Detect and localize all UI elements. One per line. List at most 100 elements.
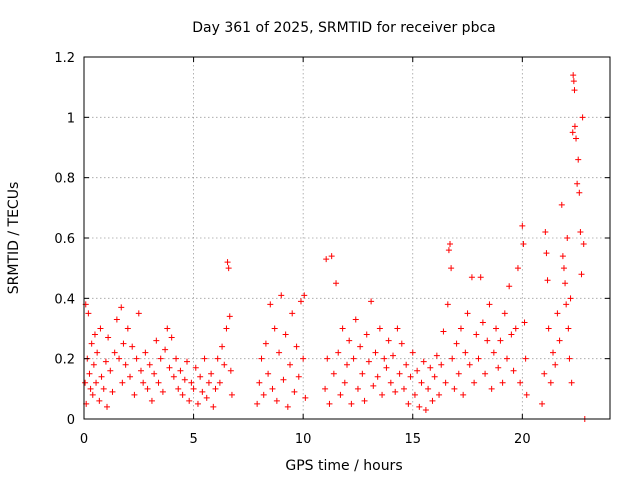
data-point [333, 280, 340, 287]
data-point [433, 352, 440, 359]
data-point [144, 385, 151, 392]
data-point [545, 325, 552, 332]
data-point [293, 343, 300, 350]
data-point [284, 403, 291, 410]
data-point [348, 400, 355, 407]
data-point [118, 304, 125, 311]
data-point [223, 325, 230, 332]
data-point [464, 310, 471, 317]
data-point [578, 271, 585, 278]
data-point [558, 201, 565, 208]
data-point [471, 379, 478, 386]
data-point [133, 355, 140, 362]
data-point [323, 256, 330, 263]
data-point [224, 259, 231, 266]
data-point [400, 385, 407, 392]
data-point [407, 373, 414, 380]
data-point [414, 367, 421, 374]
data-point [278, 292, 285, 299]
y-tick-label: 0.8 [54, 172, 75, 187]
data-point [457, 325, 464, 332]
data-point [359, 370, 366, 377]
data-point [168, 334, 175, 341]
data-point [322, 385, 329, 392]
data-point [460, 391, 467, 398]
y-axis-label: SRMTID / TECUs [6, 182, 22, 295]
data-point [157, 355, 164, 362]
data-point [372, 349, 379, 356]
data-point [564, 235, 571, 241]
data-point [201, 355, 208, 362]
data-point [539, 400, 546, 407]
y-tick-label: 0.6 [54, 232, 75, 247]
data-point [501, 310, 508, 317]
data-point [124, 325, 131, 332]
data-point [438, 361, 445, 368]
data-point [493, 325, 500, 332]
data-point [566, 355, 573, 362]
data-point [477, 274, 484, 281]
data-point [127, 373, 134, 380]
data-point [543, 250, 550, 257]
data-point [420, 358, 427, 365]
data-point [436, 391, 443, 398]
data-point [129, 343, 136, 350]
data-point [541, 370, 548, 377]
data-point [137, 367, 144, 374]
data-point [396, 370, 403, 377]
data-point [265, 370, 272, 377]
data-point [451, 385, 458, 392]
data-point [398, 340, 405, 347]
data-point [429, 397, 436, 404]
data-point [503, 355, 510, 362]
data-point [556, 337, 563, 344]
data-point [142, 349, 149, 356]
data-point [576, 189, 583, 196]
data-point [119, 379, 126, 386]
data-point [188, 379, 195, 386]
data-point [205, 379, 212, 386]
data-point [383, 364, 390, 371]
data-point [175, 385, 182, 392]
data-point [184, 358, 191, 365]
data-point [568, 379, 575, 386]
data-point [449, 355, 456, 362]
data-point [365, 358, 372, 365]
data-point [368, 298, 375, 305]
x-tick-label: 15 [404, 432, 421, 447]
y-tick-label: 0.4 [54, 292, 75, 307]
data-point [579, 114, 586, 121]
data-point [258, 355, 265, 362]
data-point [444, 301, 451, 308]
data-point [514, 265, 521, 272]
data-point [330, 370, 337, 377]
data-point [352, 316, 359, 323]
data-point [422, 406, 429, 413]
data-point [88, 340, 95, 347]
data-point [445, 247, 452, 254]
data-point [523, 391, 530, 398]
data-point [203, 394, 210, 401]
data-point [394, 325, 401, 332]
data-point [228, 391, 235, 398]
data-point [116, 355, 123, 362]
data-point [405, 400, 412, 407]
data-points [82, 72, 588, 422]
data-point [295, 373, 302, 380]
data-point [473, 331, 480, 338]
data-point [544, 277, 551, 284]
data-point [346, 337, 353, 344]
data-point [90, 361, 97, 368]
data-point [122, 361, 129, 368]
data-point [324, 355, 331, 362]
x-tick-label: 10 [295, 432, 312, 447]
data-point [495, 364, 502, 371]
data-point [104, 403, 111, 410]
data-point [573, 135, 580, 142]
data-point [411, 391, 418, 398]
data-point [208, 370, 215, 377]
y-tick-label: 1 [67, 111, 75, 126]
data-point [267, 301, 274, 308]
data-point [93, 379, 100, 386]
